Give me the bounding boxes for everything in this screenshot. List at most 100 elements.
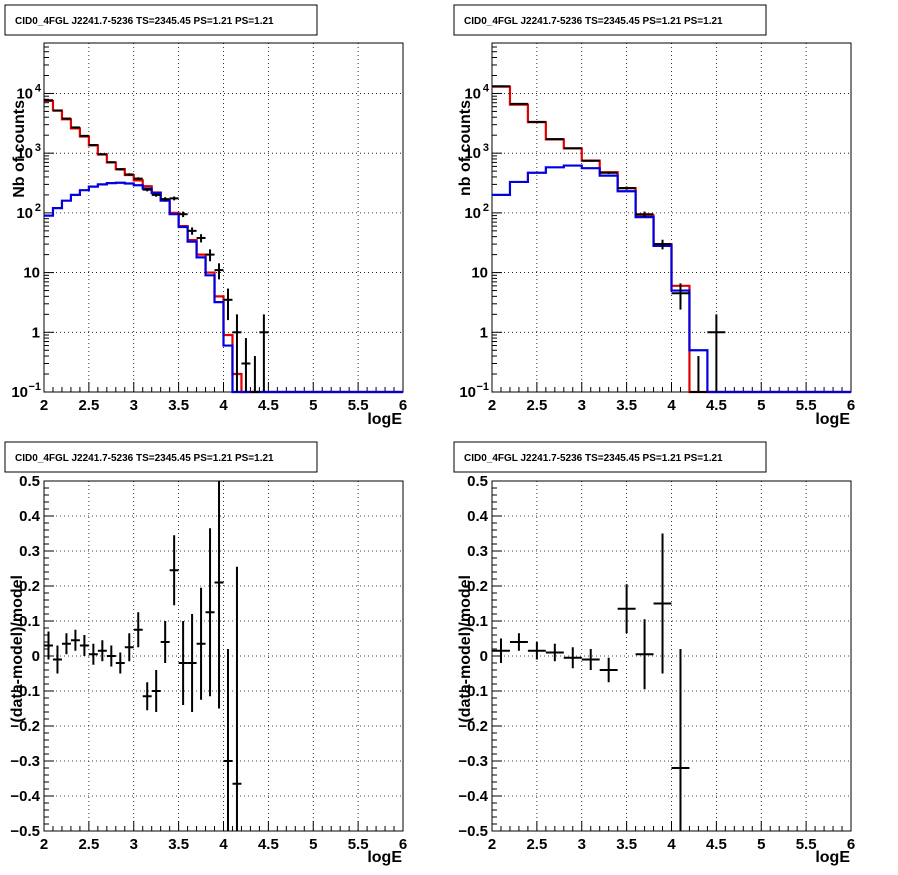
data-point xyxy=(671,283,690,310)
data-point xyxy=(527,642,546,660)
x-tick-label: 2 xyxy=(488,397,496,414)
x-tick-label: 4 xyxy=(667,397,676,414)
data-point xyxy=(106,645,116,667)
x-tick-label: 4 xyxy=(667,836,676,853)
y-tick-label: 0.5 xyxy=(467,473,488,490)
y-tick-label: 10 xyxy=(471,265,488,282)
data-point xyxy=(653,239,672,250)
x-tick-label: 4 xyxy=(219,836,228,853)
panel-title: CID0_4FGL J2241.7-5236 TS=2345.45 PS=1.2… xyxy=(464,453,723,464)
y-tick-label: −0.3 xyxy=(10,753,40,770)
y-tick-label: 10 xyxy=(464,85,481,102)
x-tick-label: 2.5 xyxy=(78,836,99,853)
x-tick-label: 2 xyxy=(40,397,48,414)
y-tick-label: −0.4 xyxy=(10,788,40,805)
data-point xyxy=(97,640,107,662)
data-point xyxy=(545,138,564,141)
y-tick-label: 1 xyxy=(32,324,40,341)
x-tick-label: 5.5 xyxy=(348,836,369,853)
panel-title-box xyxy=(453,4,767,36)
panel-title: CID0_4FGL J2241.7-5236 TS=2345.45 PS=1.2… xyxy=(15,453,274,464)
data-point xyxy=(599,171,618,174)
data-point xyxy=(124,633,134,662)
y-tick-label: 0.3 xyxy=(467,543,488,560)
x-tick-label: 2.5 xyxy=(526,397,547,414)
data-point xyxy=(97,153,107,156)
x-tick-label: 5 xyxy=(309,397,317,414)
data-point xyxy=(169,196,179,201)
y-tick-label: 0.5 xyxy=(19,473,40,490)
data-point xyxy=(88,144,98,147)
y-tick-label: 0.4 xyxy=(19,508,41,525)
panel-title-box xyxy=(453,441,767,473)
data-point xyxy=(563,647,582,669)
y-tick-exponent: −1 xyxy=(476,381,489,393)
x-tick-label: 3.5 xyxy=(168,836,189,853)
data-point xyxy=(545,643,564,662)
panel-title: CID0_4FGL J2241.7-5236 TS=2345.45 PS=1.2… xyxy=(15,16,274,27)
x-axis-label: logE xyxy=(815,849,850,866)
data-point xyxy=(187,227,197,235)
data-point xyxy=(205,249,215,262)
y-axis-label: (data-model)/model xyxy=(9,575,26,723)
x-tick-label: 4 xyxy=(219,397,228,414)
panel-title-box xyxy=(4,441,318,473)
data-point xyxy=(205,528,215,697)
data-point xyxy=(133,612,143,648)
data-point xyxy=(88,643,98,665)
data-point xyxy=(214,481,224,709)
data-point xyxy=(689,356,708,393)
x-tick-label: 5.5 xyxy=(348,397,369,414)
grid xyxy=(44,481,403,831)
data-point xyxy=(44,99,53,102)
data-point xyxy=(509,102,528,105)
series-3 xyxy=(44,99,269,393)
y-tick-label: 10 xyxy=(459,384,476,401)
grid xyxy=(492,43,851,392)
x-tick-label: 4.5 xyxy=(706,836,727,853)
data-point xyxy=(671,649,690,831)
series-1 xyxy=(492,533,690,831)
grid xyxy=(492,481,851,831)
y-tick-label: 10 xyxy=(16,85,33,102)
y-tick-label: −0.5 xyxy=(458,823,488,840)
data-point xyxy=(196,587,206,700)
x-axis-label: logE xyxy=(815,411,850,428)
panel-1: CID0_4FGL J2241.7-5236 TS=2345.45 PS=1.2… xyxy=(4,4,407,428)
y-axis-label: nb of counts xyxy=(457,100,474,196)
y-tick-exponent: 3 xyxy=(35,142,41,154)
data-point xyxy=(509,633,528,651)
x-tick-label: 5.5 xyxy=(796,836,817,853)
data-point xyxy=(196,234,206,243)
y-tick-exponent: 4 xyxy=(35,82,42,94)
data-point xyxy=(115,168,125,171)
data-point xyxy=(232,566,242,831)
data-point xyxy=(160,197,170,202)
x-axis-label: logE xyxy=(367,411,402,428)
x-tick-label: 5.5 xyxy=(796,397,817,414)
x-tick-label: 2 xyxy=(40,836,48,853)
data-point xyxy=(52,645,62,674)
data-point xyxy=(223,649,233,831)
y-tick-label: 0.1 xyxy=(467,613,488,630)
data-point xyxy=(214,263,224,280)
data-point xyxy=(44,631,53,660)
data-point xyxy=(151,193,161,197)
y-tick-label: −0.3 xyxy=(458,753,488,770)
model-step-line xyxy=(44,181,403,394)
x-tick-label: 6 xyxy=(847,397,855,414)
x-tick-label: 3.5 xyxy=(168,397,189,414)
x-tick-label: 5 xyxy=(757,836,765,853)
y-tick-label: 10 xyxy=(464,145,481,162)
data-point xyxy=(250,356,260,393)
y-tick-label: 0.4 xyxy=(467,508,489,525)
data-point xyxy=(635,619,654,690)
y-tick-label: 10 xyxy=(23,265,40,282)
x-tick-label: 2.5 xyxy=(78,397,99,414)
data-point xyxy=(106,161,116,164)
data-point xyxy=(61,633,71,655)
data-point xyxy=(79,134,89,137)
y-axis-label: (data-model)/model xyxy=(457,575,474,723)
y-tick-label: 10 xyxy=(11,384,28,401)
x-tick-label: 5 xyxy=(309,836,317,853)
